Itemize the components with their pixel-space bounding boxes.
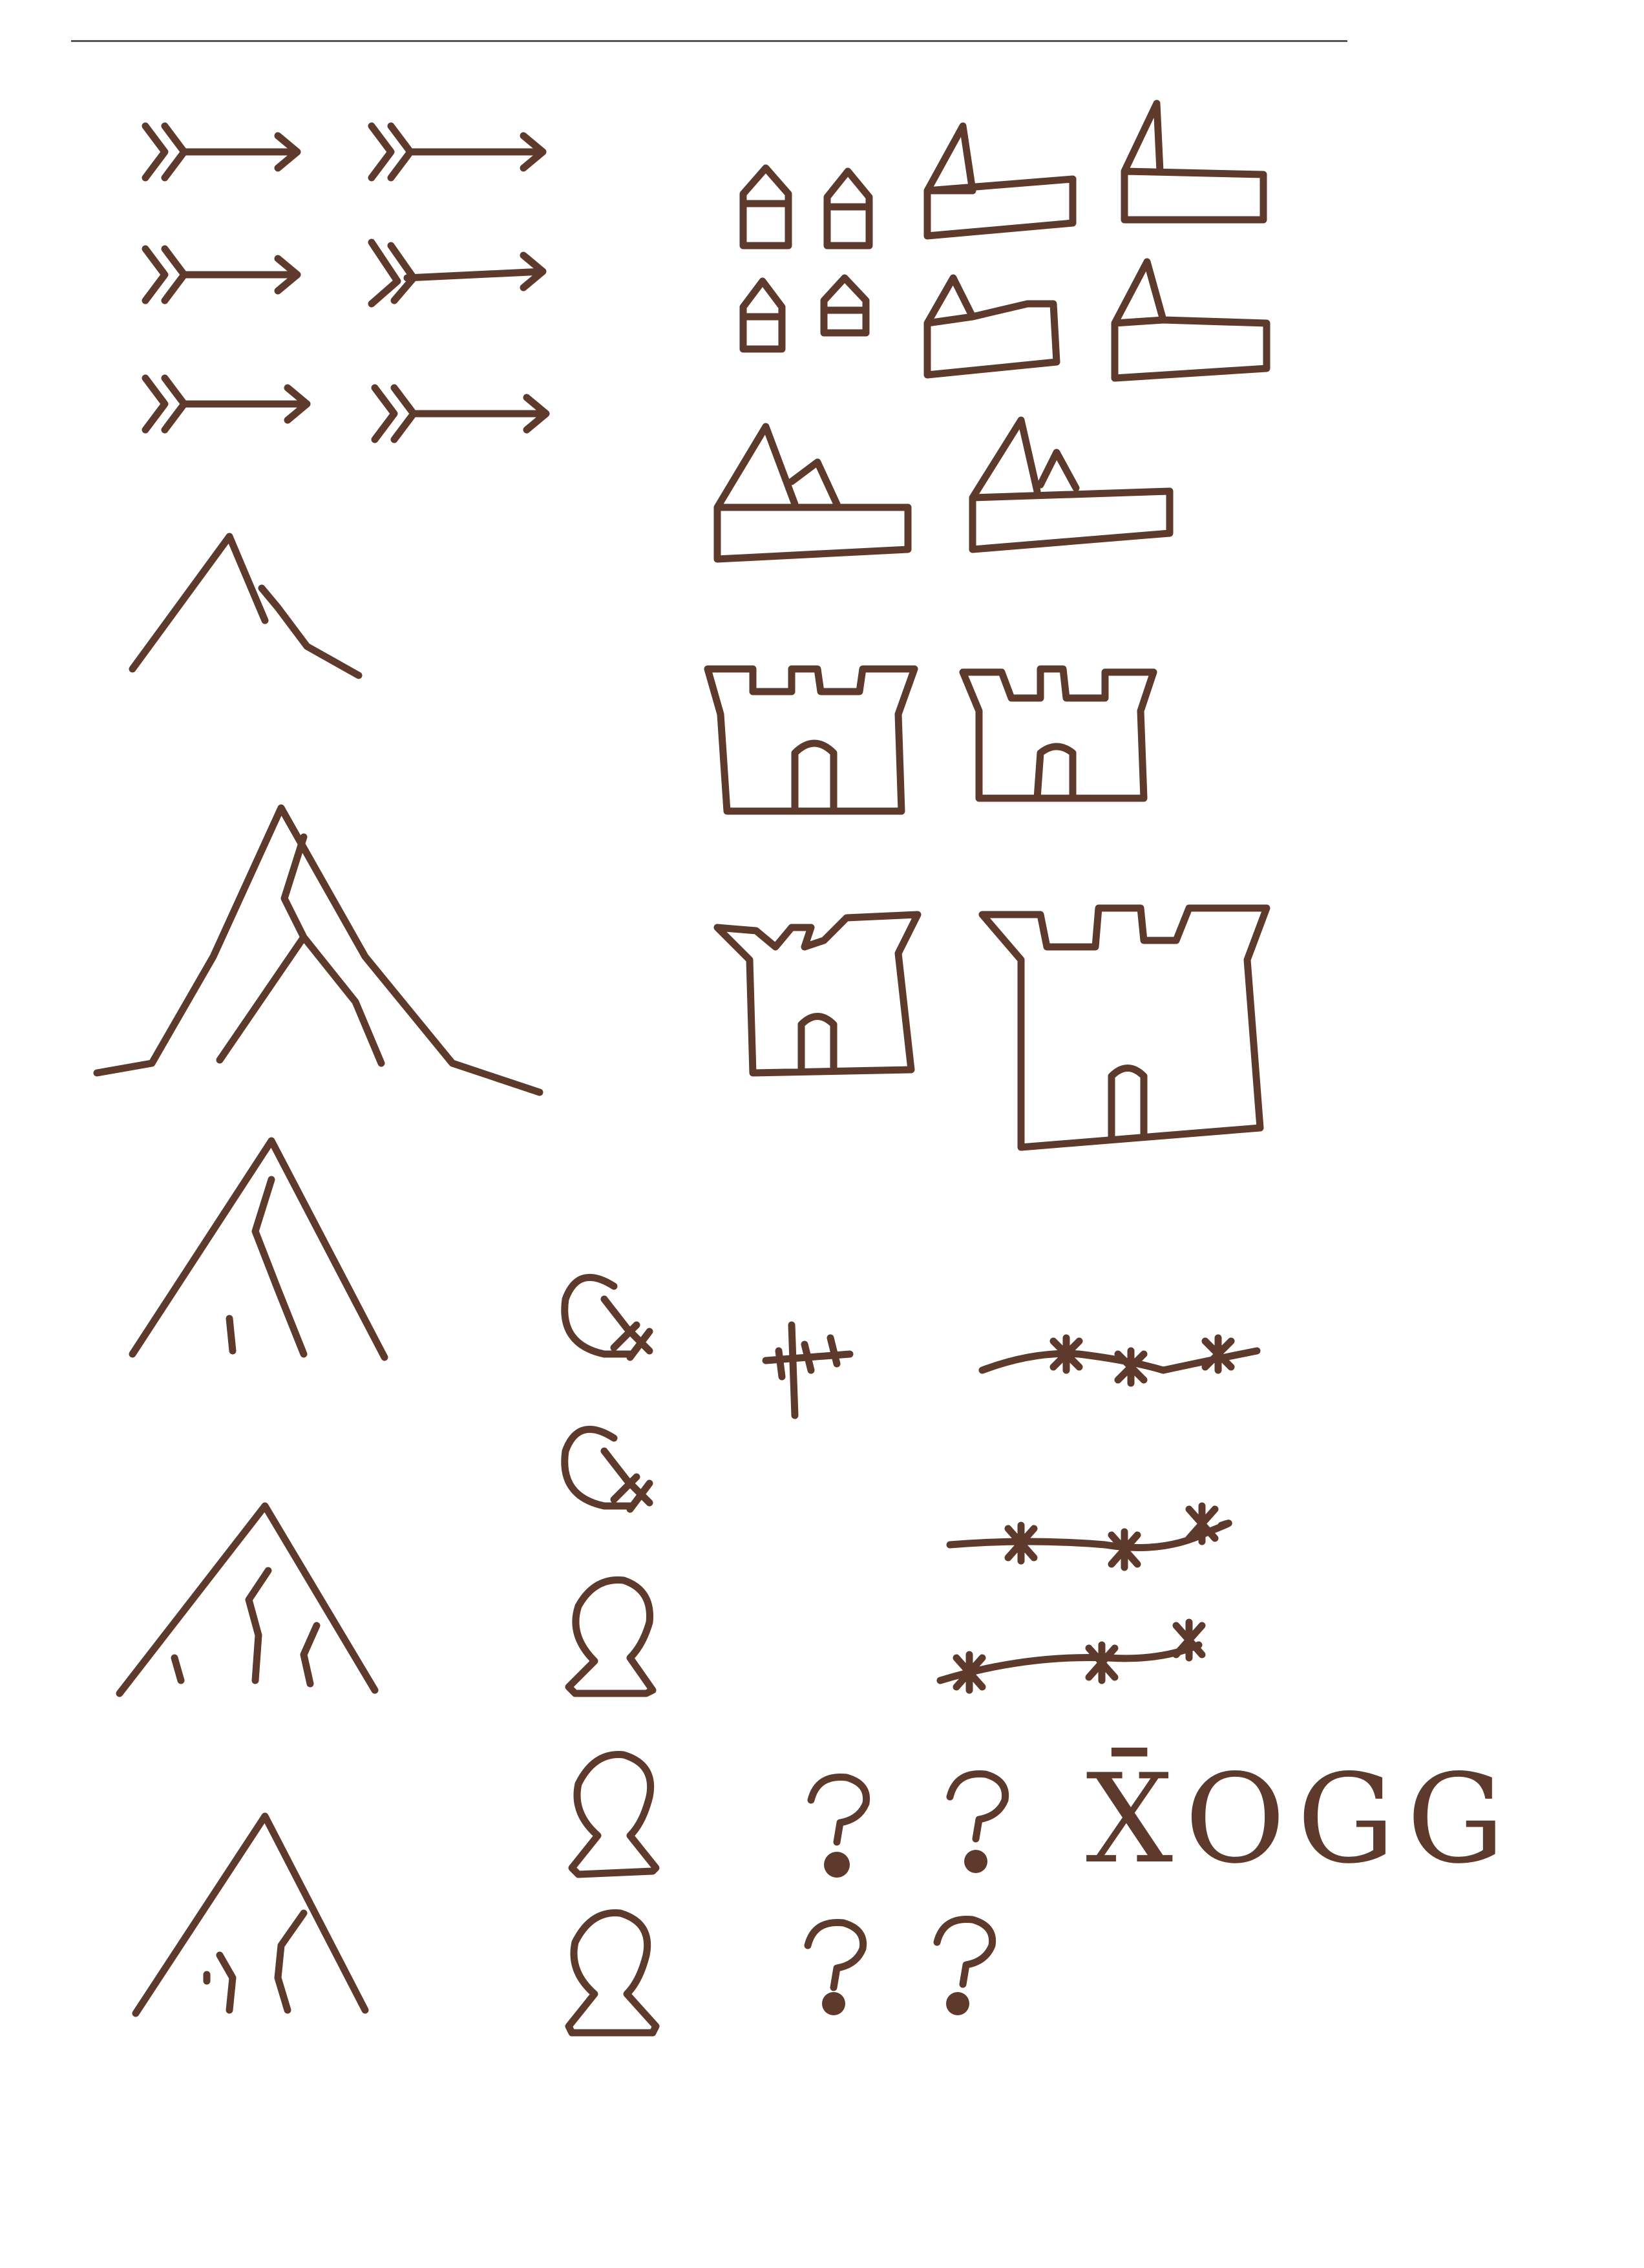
handwritten-note: X̄OGG [1086, 1748, 1517, 1891]
arrow-icon [368, 238, 547, 308]
arrow-icon [142, 245, 301, 304]
small-tower-icon [739, 277, 786, 353]
mountain-icon [116, 1502, 379, 1697]
castle-icon [978, 904, 1270, 1151]
barbed-line-icon [946, 1502, 1232, 1571]
small-tower-icon [823, 167, 873, 249]
keyhole-icon [565, 1576, 657, 1697]
cross-icon [762, 1321, 854, 1419]
arrow-icon [142, 374, 311, 434]
mountain-range-icon [713, 423, 912, 563]
arrow-icon [371, 384, 550, 443]
question-mark-icon [946, 1770, 1009, 1873]
mountain-icon [129, 1137, 388, 1361]
question-mark-icon [933, 1915, 996, 2015]
q-glyph-icon [561, 1425, 653, 1513]
barbed-line-icon [978, 1334, 1261, 1387]
question-mark-icon [807, 1773, 870, 1878]
scan-edge-line [71, 40, 1347, 42]
castle-icon [704, 665, 918, 815]
keyhole-icon [568, 1751, 660, 1878]
question-mark-icon [804, 1918, 867, 2015]
church-icon [1121, 100, 1267, 224]
church-icon [923, 122, 1077, 240]
small-tower-icon [820, 274, 870, 337]
mountain-range-icon [969, 416, 1174, 553]
castle-icon [713, 911, 922, 1077]
keyhole-icon [565, 1909, 660, 2037]
mountain-icon [132, 1812, 369, 2017]
arrow-icon [142, 122, 301, 182]
church-icon [1111, 258, 1270, 382]
mountain-icon [129, 533, 363, 679]
mountain-icon [93, 804, 543, 1096]
q-glyph-icon [561, 1273, 653, 1361]
arrow-icon [368, 122, 547, 182]
castle-icon [959, 665, 1157, 802]
church-icon [923, 274, 1060, 379]
barbed-line-icon [936, 1618, 1206, 1694]
small-tower-icon [739, 164, 792, 249]
